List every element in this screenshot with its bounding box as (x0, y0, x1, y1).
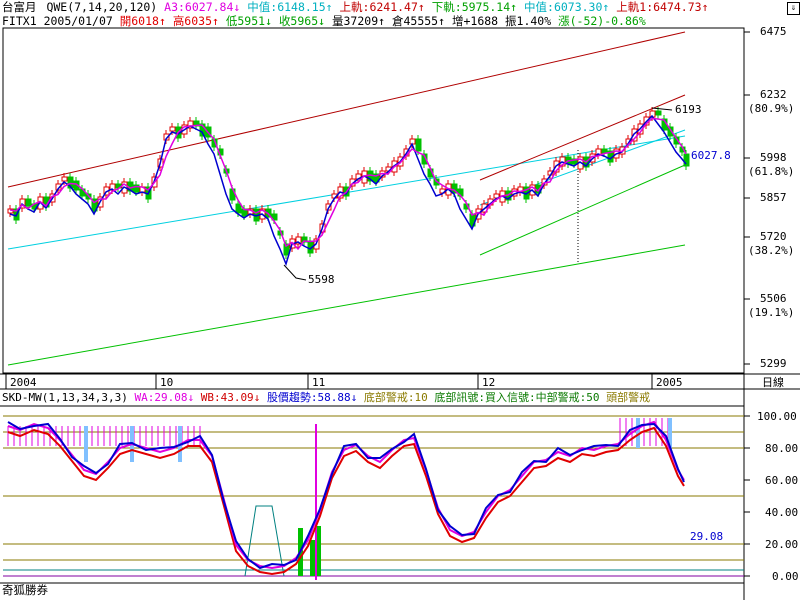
indicator-bottom-warn: 底部警戒:10 (363, 391, 428, 404)
volume: 量37209↑ (332, 14, 386, 28)
indicator-tick: 40.00 (765, 506, 799, 519)
mid2-value: 中值:6073.30↑ (524, 0, 610, 14)
indicator-wb: WB:43.09↓ (200, 391, 261, 404)
price-tick: 5857 (760, 191, 787, 204)
candle-body (199, 123, 206, 137)
indicator-trend: 股價趨勢:58.88↓ (266, 391, 358, 404)
a3-value: A3:6027.84↓ (164, 0, 241, 14)
indicator-name: SKD-MW(1,13,34,3,3) (2, 391, 128, 404)
indicator-wa: WA:29.08↓ (134, 391, 195, 404)
indicator-trend-line (7, 421, 685, 570)
candle-body (55, 183, 62, 191)
indicator-tick: 60.00 (765, 474, 799, 487)
upper2-value: 上軌1:6474.73↑ (616, 0, 709, 14)
indicator-tick: 100.00 (757, 410, 797, 423)
bottom-box-outline (244, 505, 285, 577)
price-tick: 5998 (760, 151, 787, 164)
candle-body (67, 176, 74, 189)
candle-body (421, 153, 428, 165)
date-tick: 2005 (656, 376, 683, 389)
mid1-value: 中值:6148.15↑ (247, 0, 333, 14)
bottom-signal-bar (310, 540, 315, 576)
low-point-label: 5598 (308, 273, 335, 286)
candle-body (283, 243, 290, 256)
candle-body (187, 120, 194, 129)
date-tick: 10 (160, 376, 174, 389)
bottom-signal-bar (316, 526, 321, 576)
indicator-top-warn: 頭部警戒 (606, 391, 651, 404)
histogram-highlight (668, 418, 672, 448)
candle-body (667, 126, 674, 137)
chart-title: 台富月 (2, 0, 37, 14)
candle-body (133, 184, 140, 193)
low-price: 低5951↓ (225, 14, 272, 28)
candle-body (295, 236, 302, 245)
high-point-label: 6193 (675, 103, 702, 116)
short-upper-channel (479, 94, 686, 181)
date-tick: 12 (482, 376, 496, 389)
price-tick-pct: (61.8%) (748, 165, 795, 178)
lower-value: 下軌:5975.14↑ (431, 0, 518, 14)
indicator-current-value: 29.08 (690, 530, 724, 543)
indicator-tick: 80.00 (765, 442, 799, 455)
price-tick: 5720 (760, 230, 787, 243)
upper-channel-line (7, 31, 686, 188)
upper1-value: 上軌:6241.47↑ (339, 0, 425, 14)
candle-body (25, 198, 32, 207)
low-point-connector (283, 264, 307, 281)
price-panel-frame (2, 27, 745, 374)
candle-body (415, 138, 422, 152)
candle-body (235, 203, 242, 214)
footer-brand: 奇狐勝券 (2, 583, 48, 597)
moving-average-magenta (9, 117, 687, 251)
candle-body (271, 213, 278, 221)
scroll-arrow-icon[interactable]: ⇓ (787, 2, 800, 15)
high-price: 高6035↑ (172, 14, 219, 28)
indicator-bottom-signal: 底部訊號:買入信號:中部警戒:50 (434, 391, 600, 404)
price-tick-pct: (38.2%) (748, 244, 795, 257)
lower-channel-line (7, 244, 686, 366)
price-tick: 5299 (760, 357, 787, 370)
candle-body (571, 158, 578, 165)
histogram-highlight (636, 418, 640, 448)
histogram-highlight (84, 426, 88, 462)
date-tick: 2004 (10, 376, 37, 389)
open-price: 開6018↑ (119, 14, 166, 28)
indicator-tick: 0.00 (772, 570, 799, 583)
price-tick-pct: (19.1%) (748, 306, 795, 319)
candle-body (451, 183, 458, 194)
candle-body (373, 173, 380, 183)
candle-body (673, 136, 680, 145)
quote-date: 2005/01/07 (43, 14, 113, 28)
indicator-wa-line (7, 420, 685, 570)
price-tick: 6475 (760, 25, 787, 38)
indicator-tick: 20.00 (765, 538, 799, 551)
symbol: FITX1 (2, 14, 37, 28)
candle-body (169, 126, 176, 132)
high-point-connector (651, 107, 673, 111)
open-interest: 倉45555↑ (391, 14, 446, 28)
candle-body (61, 176, 68, 182)
candle-body (683, 153, 690, 167)
candle-body (655, 110, 662, 116)
price-tick-pct: (80.9%) (748, 102, 795, 115)
study-name: QWE(7,14,20,120) (46, 0, 158, 14)
indicator-wb-line (7, 426, 685, 576)
price-tick: 6232 (760, 88, 787, 101)
close-price: 收5965↓ (278, 14, 326, 28)
short-lower-channel (479, 164, 686, 256)
price-change: 漲(-52)-0.86% (558, 14, 646, 28)
candle-body (301, 236, 308, 243)
candle-body (91, 198, 98, 212)
period-button[interactable]: 日線 (762, 376, 784, 389)
last-price-label: 6027.8 (691, 149, 731, 162)
price-tick: 5506 (760, 292, 787, 305)
amplitude: 振1.40% (505, 14, 552, 28)
oi-change: 增+1688 (451, 14, 499, 28)
date-tick: 11 (312, 376, 326, 389)
